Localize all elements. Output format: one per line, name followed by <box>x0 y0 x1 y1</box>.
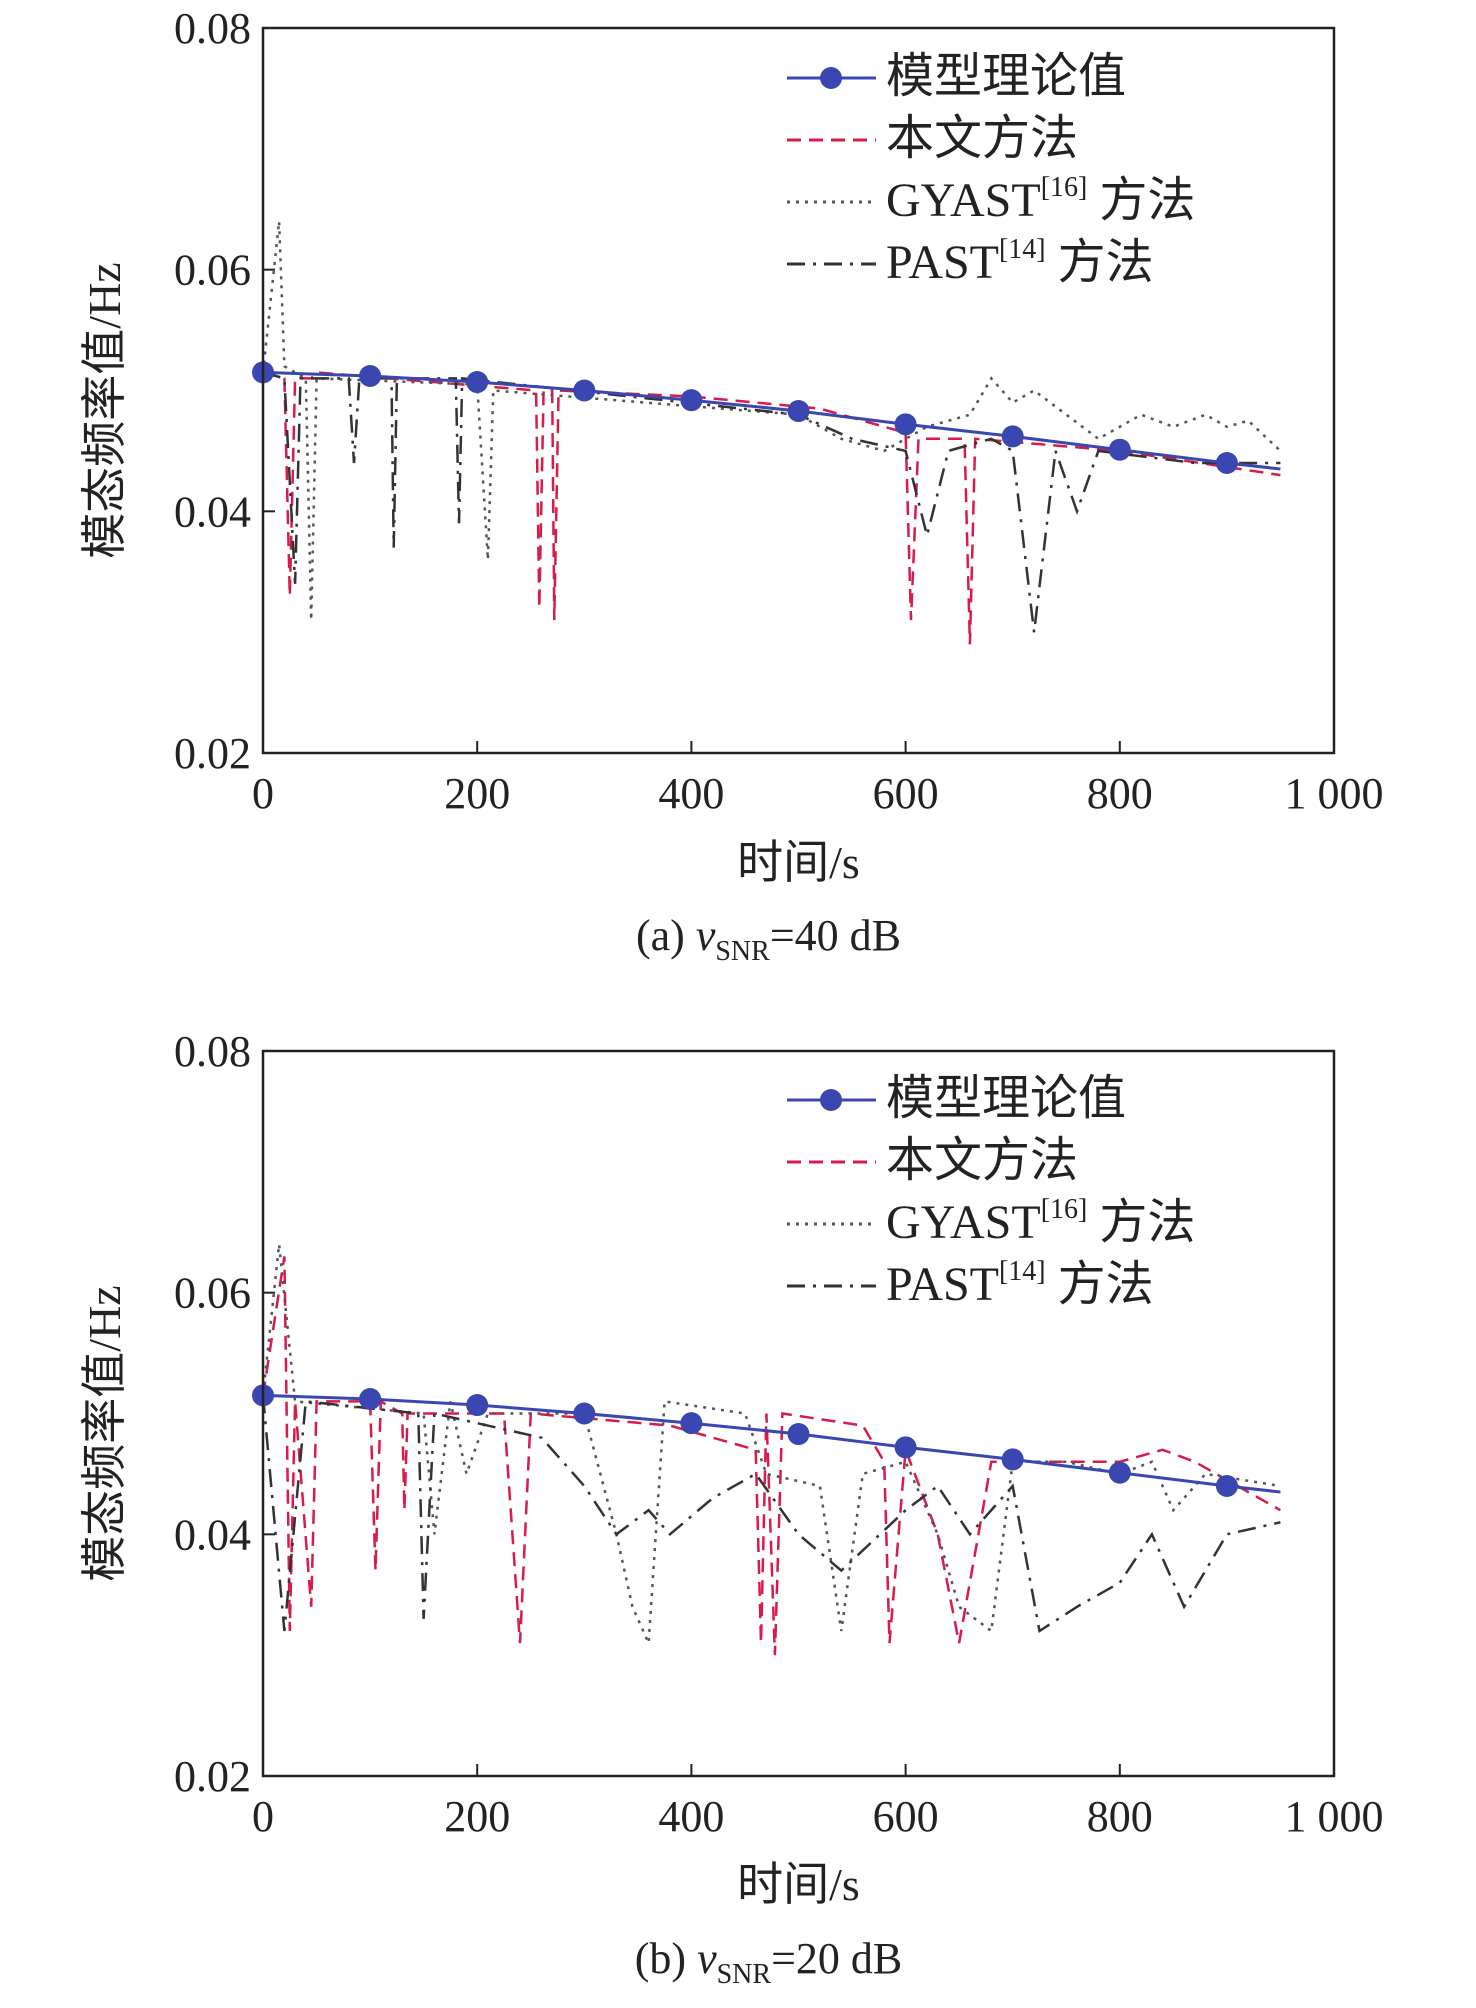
series-marker <box>1108 1461 1131 1484</box>
chart-panel-a: 0 200 400 600 800 1 000 0.02 0.04 0.06 0.08 时间/s 模态… <box>79 4 1384 967</box>
series-marker <box>573 379 596 402</box>
legend-label-1: 本文方法 <box>886 112 1078 165</box>
series-marker <box>1001 1448 1024 1471</box>
legend-name: 本文方法 <box>886 1134 1078 1187</box>
series-line-3 <box>261 1395 1281 1634</box>
series-marker <box>359 365 382 387</box>
legend-name: 模型理论值 <box>886 1072 1126 1125</box>
caption-suffix: =20 dB <box>771 1934 902 1983</box>
x-tick-label: 0 <box>252 769 274 818</box>
x-axis-label: 时间/s <box>737 1859 860 1910</box>
legend-name: 模型理论值 <box>886 50 1126 103</box>
y-tick-label: 0.04 <box>174 487 251 536</box>
caption-variable: v <box>696 911 716 960</box>
plot-frame <box>261 26 1336 755</box>
x-tick-label: 0 <box>252 1792 274 1841</box>
y-tick-label: 0.06 <box>174 246 251 295</box>
legend-ref: [16] <box>1041 1194 1088 1225</box>
x-tick-label: 400 <box>658 769 724 818</box>
legend-label-2: GYAST[16] 方法 <box>886 172 1195 227</box>
caption-prefix: (a) <box>636 911 696 960</box>
series-marker <box>1108 438 1131 461</box>
series-marker <box>1215 452 1238 474</box>
x-tick-label: 200 <box>444 1792 510 1841</box>
series-line-3 <box>262 371 1281 633</box>
caption-suffix: =40 dB <box>770 911 901 960</box>
series-line-2 <box>261 1244 1281 1644</box>
legend-ref: [14] <box>999 234 1046 265</box>
caption-prefix: (b) <box>635 1934 697 1983</box>
legend-suffix: 方法 <box>1046 236 1154 289</box>
legend-name: PAST <box>886 1258 999 1311</box>
legend-name: 本文方法 <box>886 112 1078 165</box>
caption-subscript: SNR <box>715 936 770 967</box>
series-line-1 <box>261 1256 1282 1656</box>
chart-caption: (a) vSNR=40 dB <box>636 911 901 967</box>
y-axis-label: 模态频率值/Hz <box>79 1285 130 1581</box>
legend-suffix: 方法 <box>1087 1196 1195 1249</box>
caption-subscript: SNR <box>717 1959 772 1990</box>
legend-label-1: 本文方法 <box>886 1134 1078 1187</box>
x-tick-label: 1 000 <box>1285 1792 1384 1841</box>
x-axis-label: 时间/s <box>737 837 860 888</box>
series-marker <box>680 389 703 412</box>
x-tick-label: 600 <box>873 769 939 818</box>
y-tick-label: 0.04 <box>174 1510 251 1559</box>
legend-label-2: GYAST[16] 方法 <box>886 1194 1195 1249</box>
y-tick-label: 0.02 <box>174 1752 251 1801</box>
caption-variable: v <box>697 1934 717 1983</box>
y-tick-label: 0.08 <box>174 1027 251 1076</box>
series-marker <box>1215 1475 1238 1497</box>
series-line-1 <box>262 371 1281 645</box>
legend-label-0: 模型理论值 <box>886 50 1126 103</box>
y-tick-label: 0.06 <box>174 1269 251 1318</box>
series-marker <box>894 413 917 436</box>
plot-frame <box>261 1049 1336 1778</box>
x-tick-label: 200 <box>444 769 510 818</box>
y-tick-label: 0.08 <box>174 4 251 53</box>
legend-label-3: PAST[14] 方法 <box>886 1256 1154 1311</box>
legend-label-0: 模型理论值 <box>886 1072 1126 1125</box>
x-tick-label: 800 <box>1087 1792 1153 1841</box>
legend-name: PAST <box>886 236 999 289</box>
legend-marker <box>820 1089 842 1111</box>
x-tick-label: 600 <box>873 1792 939 1841</box>
series-marker <box>787 1423 810 1446</box>
series-marker <box>466 371 489 394</box>
legend-label-3: PAST[14] 方法 <box>886 234 1154 289</box>
series-marker <box>680 1412 703 1435</box>
y-tick-label: 0.02 <box>174 729 251 778</box>
series-marker <box>359 1388 382 1410</box>
series-marker <box>573 1402 596 1425</box>
legend-marker <box>820 67 842 89</box>
chart-panel-b: 0 200 400 600 800 1 000 0.02 0.04 0.06 0.08 时间/s 模态… <box>79 1027 1384 1990</box>
legend-suffix: 方法 <box>1087 174 1195 227</box>
x-tick-label: 1 000 <box>1285 769 1384 818</box>
x-tick-label: 800 <box>1087 769 1153 818</box>
chart-caption: (b) vSNR=20 dB <box>635 1934 902 1990</box>
legend-ref: [16] <box>1041 172 1088 203</box>
legend-name: GYAST <box>886 1196 1041 1249</box>
series-marker <box>894 1436 917 1459</box>
legend-suffix: 方法 <box>1046 1258 1154 1311</box>
series-marker <box>1001 425 1024 448</box>
series-marker <box>466 1394 489 1417</box>
x-tick-label: 400 <box>658 1792 724 1841</box>
legend-ref: [14] <box>999 1256 1046 1287</box>
y-axis-label: 模态频率值/Hz <box>79 262 130 558</box>
legend-name: GYAST <box>886 174 1041 227</box>
series-marker <box>787 400 810 423</box>
